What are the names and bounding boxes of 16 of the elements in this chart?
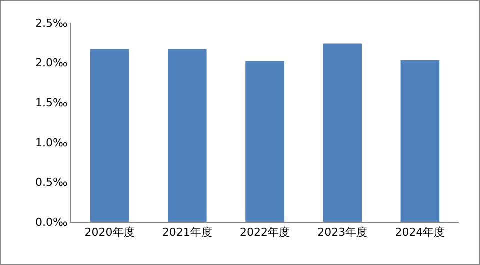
bar bbox=[246, 61, 284, 222]
x-tick-label: 2020年度 bbox=[84, 226, 135, 240]
x-tick-label: 2024年度 bbox=[395, 226, 446, 240]
y-tick-label: 2.0‰ bbox=[36, 56, 68, 70]
bar bbox=[400, 60, 440, 222]
y-tick-label: 1.5‰ bbox=[36, 96, 68, 110]
y-tick-label: 0.0‰ bbox=[36, 216, 68, 229]
y-tick-label: 0.5‰ bbox=[36, 176, 68, 190]
x-tick-label: 2022年度 bbox=[240, 226, 290, 240]
bar bbox=[90, 49, 130, 222]
x-tick-label: 2021年度 bbox=[162, 226, 212, 240]
bar bbox=[168, 49, 207, 222]
y-tick-label: 1.0‰ bbox=[36, 136, 68, 150]
y-tick-label: 2.5‰ bbox=[36, 16, 68, 30]
x-tick-label: 2023年度 bbox=[318, 226, 368, 240]
bar bbox=[323, 44, 362, 222]
